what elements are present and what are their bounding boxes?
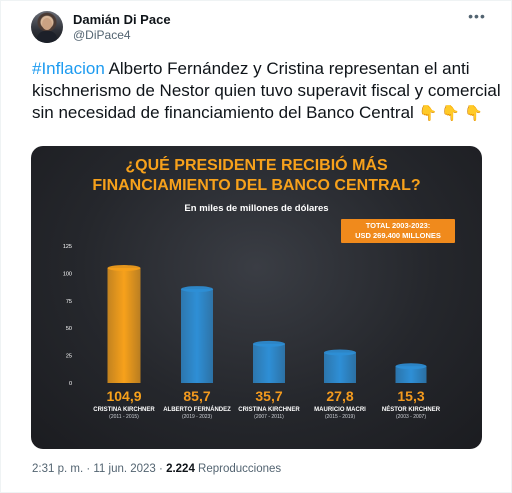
bar-top <box>253 340 285 347</box>
category-label: CRISTINA KIRCHNER <box>238 407 300 413</box>
views-count[interactable]: 2.224 <box>166 463 195 475</box>
hashtag-link[interactable]: #Inflacion <box>32 59 105 78</box>
bar <box>107 268 141 383</box>
data-label: 85,7 <box>183 388 210 404</box>
bar-top <box>181 286 213 293</box>
period-label: (2015 - 2019) <box>325 414 355 420</box>
period-label: (2011 - 2015) <box>109 414 139 420</box>
bar-top <box>324 349 356 356</box>
bar-top <box>107 265 141 272</box>
y-tick-label: 125 <box>63 244 72 250</box>
category-label: NÉSTOR KIRCHNER <box>382 405 441 413</box>
avatar-face <box>42 18 52 30</box>
author-name[interactable]: Damián Di Pace <box>73 12 171 27</box>
data-label: 27,8 <box>326 388 353 404</box>
data-label: 104,9 <box>106 388 141 404</box>
category-label: ALBERTO FERNÁNDEZ <box>163 406 231 413</box>
meta-separator: · <box>83 463 94 475</box>
total-label: TOTAL 2003-2023: <box>365 221 431 230</box>
tweet-image[interactable]: ¿QUÉ PRESIDENTE RECIBIÓ MÁS FINANCIAMIEN… <box>31 146 482 449</box>
tweet-meta: 2:31 p. m. · 11 jun. 2023 · 2.224 Reprod… <box>32 463 281 475</box>
tweet-date[interactable]: 11 jun. 2023 <box>93 463 156 475</box>
tweet-text: #Inflacion Alberto Fernández y Cristina … <box>32 58 502 125</box>
period-label: (2003 - 2007) <box>396 414 426 420</box>
tweet-time[interactable]: 2:31 p. m. <box>32 463 84 475</box>
category-label: CRISTINA KIRCHNER <box>93 407 155 413</box>
y-tick-label: 0 <box>69 381 72 387</box>
period-label: (2019 - 2023) <box>182 414 212 420</box>
meta-separator-2: · <box>155 463 167 475</box>
author-handle[interactable]: @DiPace4 <box>73 28 131 42</box>
total-value: USD 269.400 MILLONES <box>355 231 441 240</box>
period-label: (2007 - 2011) <box>254 414 284 420</box>
data-label: 15,3 <box>397 388 424 404</box>
views-label: Reproducciones <box>194 463 282 475</box>
bar <box>253 343 285 383</box>
tweet-body: Alberto Fernández y Cristina representan… <box>32 59 501 122</box>
chart-title-line-2: FINANCIAMIENTO DEL BANCO CENTRAL? <box>92 177 421 194</box>
category-label: MAURICIO MACRI <box>314 407 366 413</box>
data-label: 35,7 <box>255 388 282 404</box>
avatar[interactable] <box>31 11 63 43</box>
more-horizontal-icon: ••• <box>468 8 486 24</box>
chart-subtitle: En miles de millones de dólares <box>184 203 329 214</box>
bar-top <box>395 363 427 370</box>
avatar-suit <box>37 31 57 43</box>
bar <box>395 366 427 383</box>
pointing-down-emoji: 👇 👇 👇 <box>418 105 483 122</box>
y-tick-label: 75 <box>66 299 72 305</box>
bar <box>181 289 213 383</box>
y-tick-label: 25 <box>66 354 72 360</box>
more-options-button[interactable]: ••• <box>467 8 487 25</box>
total-badge: TOTAL 2003-2023: USD 269.400 MILLONES <box>341 219 455 243</box>
bar <box>324 352 356 383</box>
y-tick-label: 50 <box>66 326 72 332</box>
chart-title-line-1: ¿QUÉ PRESIDENTE RECIBIÓ MÁS <box>125 157 388 174</box>
y-tick-label: 100 <box>63 271 72 277</box>
